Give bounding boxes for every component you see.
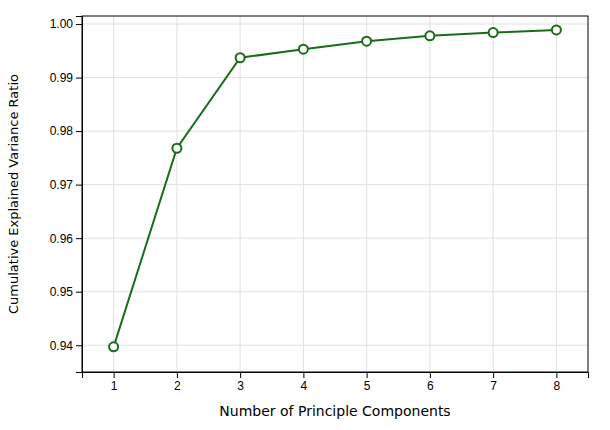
grid (82, 16, 588, 372)
y-tick: 0.94 (50, 339, 82, 353)
y-tick-mark (76, 24, 82, 25)
x-tick-mark (430, 372, 431, 378)
line (114, 30, 557, 347)
grid-line-y (82, 184, 588, 185)
grid-line-x (366, 16, 367, 372)
x-tick-label: 5 (364, 379, 371, 393)
x-axis-line (83, 373, 589, 379)
y-tick: 0.95 (50, 285, 82, 299)
point (299, 45, 308, 54)
y-tick-label: 0.96 (50, 232, 74, 246)
y-tick: 1.00 (50, 17, 82, 31)
x-tick-mark (367, 372, 368, 378)
y-tick-mark (76, 185, 82, 186)
x-tick: 1 (111, 372, 118, 393)
x-tick-mark (114, 372, 115, 378)
y-tick-mark (76, 131, 82, 132)
point (236, 53, 245, 62)
y-axis-line (76, 17, 83, 373)
x-tick: 4 (301, 372, 308, 393)
y-tick-label: 1.00 (50, 17, 74, 31)
grid-line-x (113, 16, 114, 372)
x-tick-mark (556, 372, 557, 378)
x-tick: 6 (427, 372, 434, 393)
x-tick-mark (493, 372, 494, 378)
y-tick-label: 0.94 (50, 339, 74, 353)
y-axis: 0.94 0.95 0.96 0.97 0.98 0.99 1.00 (50, 17, 83, 373)
x-tick-mark (240, 372, 241, 378)
x-tick: 7 (490, 372, 497, 393)
y-tick-label: 0.99 (50, 71, 74, 85)
y-tick-mark (76, 238, 82, 239)
y-tick-label: 0.95 (50, 285, 74, 299)
grid-line-y (82, 291, 588, 292)
plot: 1 2 3 4 5 6 7 8 0.94 0.95 0.96 0.97 0.98 0.99 1.00 (50, 16, 589, 393)
point (425, 31, 434, 40)
grid-line-y (82, 131, 588, 132)
grid-line-y (82, 24, 588, 25)
y-tick-mark (76, 292, 82, 293)
y-tick-label: 0.97 (50, 178, 74, 192)
y-axis-title: Cumulative Explained Variance Ratio (6, 74, 21, 314)
y-tick: 0.97 (50, 178, 82, 192)
grid-line-y (82, 238, 588, 239)
point (552, 25, 561, 34)
x-tick-label: 8 (554, 379, 561, 393)
x-tick: 3 (237, 372, 244, 393)
point (109, 342, 118, 351)
point (489, 28, 498, 37)
y-tick: 0.99 (50, 71, 82, 85)
grid-line-x (240, 16, 241, 372)
x-tick-mark (303, 372, 304, 378)
x-tick-mark (177, 372, 178, 378)
point (362, 37, 371, 46)
grid-line-x (493, 16, 494, 372)
grid-line-x (429, 16, 430, 372)
y-tick: 0.96 (50, 232, 82, 246)
point (172, 144, 181, 153)
series (109, 25, 561, 351)
x-tick-label: 2 (174, 379, 181, 393)
chart: 1 2 3 4 5 6 7 8 0.94 0.95 0.96 0.97 0.98 0.99 1.00 Numb… (0, 0, 610, 430)
grid-line-x (303, 16, 304, 372)
x-tick-label: 4 (301, 379, 308, 393)
x-axis: 1 2 3 4 5 6 7 8 (83, 372, 589, 393)
x-tick: 8 (554, 372, 561, 393)
grid-line-x (556, 16, 557, 372)
x-tick-label: 6 (427, 379, 434, 393)
x-tick-label: 3 (237, 379, 244, 393)
y-tick: 0.98 (50, 124, 82, 138)
y-tick-mark (76, 345, 82, 346)
x-tick-label: 1 (111, 379, 118, 393)
x-tick: 5 (364, 372, 371, 393)
y-tick-mark (76, 78, 82, 79)
grid-line-y (82, 345, 588, 346)
x-tick: 2 (174, 372, 181, 393)
y-tick-label: 0.98 (50, 124, 74, 138)
x-axis-title: Number of Principle Components (219, 403, 450, 419)
grid-line-x (176, 16, 177, 372)
grid-line-y (82, 77, 588, 78)
plot-frame (82, 16, 588, 372)
x-tick-label: 7 (490, 379, 497, 393)
